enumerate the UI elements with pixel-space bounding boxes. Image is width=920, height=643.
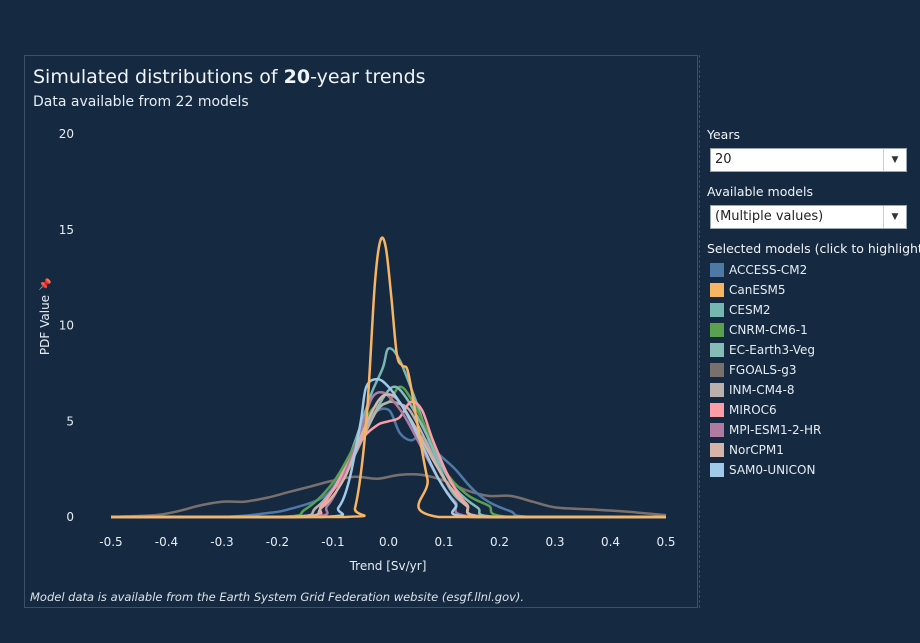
- panel-divider: [699, 55, 700, 608]
- years-label: Years: [707, 127, 740, 142]
- legend-item-ec-earth3-veg[interactable]: EC-Earth3-Veg: [710, 340, 821, 360]
- series-line-fgoals-g3[interactable]: [110, 473, 667, 519]
- legend-label: CNRM-CM6-1: [729, 323, 808, 337]
- y-tick-labels: 0 5 10 15 20: [59, 127, 74, 524]
- legend-swatch: [710, 303, 724, 317]
- legend-item-miroc6[interactable]: MIROC6: [710, 400, 821, 420]
- x-tick-label: -0.4: [155, 535, 178, 549]
- legend-swatch: [710, 423, 724, 437]
- chart-subtitle: Data available from 22 models: [33, 94, 249, 110]
- chart-title: Simulated distributions of 20-year trend…: [33, 66, 426, 88]
- series-line-canesm5[interactable]: [111, 236, 666, 519]
- y-tick-label: 10: [59, 319, 74, 333]
- x-tick-label: 0.2: [490, 535, 509, 549]
- legend-item-cnrm-cm6-1[interactable]: CNRM-CM6-1: [710, 320, 821, 340]
- legend-label: ACCESS-CM2: [729, 263, 808, 277]
- legend-item-fgoals-g3[interactable]: FGOALS-g3: [710, 360, 821, 380]
- x-axis-label: Trend [Sv/yr]: [349, 559, 427, 573]
- selected-models-label: Selected models (click to highlight): [707, 241, 920, 256]
- series-line-cnrm-cm6-1[interactable]: [111, 385, 666, 519]
- legend-swatch: [710, 463, 724, 477]
- legend-label: EC-Earth3-Veg: [729, 343, 816, 357]
- models-dropdown-value: (Multiple values): [715, 209, 824, 224]
- legend-swatch: [710, 403, 724, 417]
- legend-item-access-cm2[interactable]: ACCESS-CM2: [710, 260, 821, 280]
- legend-swatch: [710, 263, 724, 277]
- legend-swatch: [710, 363, 724, 377]
- y-tick-label: 5: [66, 414, 74, 428]
- legend-label: CanESM5: [729, 283, 786, 297]
- pin-icon[interactable]: 📌: [38, 278, 52, 291]
- legend-swatch: [710, 343, 724, 357]
- chevron-down-icon[interactable]: ▼: [883, 206, 906, 228]
- x-tick-label: -0.5: [99, 535, 122, 549]
- title-prefix: Simulated distributions of: [33, 66, 284, 88]
- series-line-norcpm1[interactable]: [111, 393, 666, 519]
- title-years: 20: [283, 66, 311, 88]
- series-lines[interactable]: [110, 236, 667, 519]
- x-tick-label: 0.5: [656, 535, 675, 549]
- x-tick-label: 0.3: [545, 535, 564, 549]
- models-dropdown[interactable]: (Multiple values) ▼: [710, 205, 907, 229]
- y-tick-label: 0: [66, 510, 74, 524]
- legend-label: INM-CM4-8: [729, 383, 795, 397]
- legend-item-inm-cm4-8[interactable]: INM-CM4-8: [710, 380, 821, 400]
- x-tick-label: 0.4: [601, 535, 620, 549]
- series-line-access-cm2[interactable]: [111, 407, 666, 519]
- legend-label: MIROC6: [729, 403, 777, 417]
- x-tick-label: -0.1: [321, 535, 344, 549]
- series-line-ec-earth3-veg[interactable]: [111, 385, 666, 519]
- years-dropdown[interactable]: 20 ▼: [710, 148, 907, 172]
- years-dropdown-value: 20: [715, 152, 732, 167]
- x-tick-label: 0.0: [379, 535, 398, 549]
- legend-item-cesm2[interactable]: CESM2: [710, 300, 821, 320]
- x-tick-label: 0.1: [434, 535, 453, 549]
- legend-label: MPI-ESM1-2-HR: [729, 423, 822, 437]
- chart-panel: [24, 55, 698, 608]
- x-tick-label: -0.3: [210, 535, 233, 549]
- models-label: Available models: [707, 184, 813, 199]
- series-line-cesm2[interactable]: [111, 347, 666, 519]
- model-legend[interactable]: ACCESS-CM2 CanESM5 CESM2 CNRM-CM6-1 EC-Earth…: [710, 260, 821, 480]
- legend-swatch: [710, 443, 724, 457]
- y-axis-label: PDF Value: [38, 295, 52, 355]
- series-line-inm-cm4-8[interactable]: [111, 400, 666, 519]
- y-tick-label: 15: [59, 223, 74, 237]
- series-line-miroc6[interactable]: [111, 400, 666, 519]
- y-tick-label: 20: [59, 127, 74, 141]
- legend-swatch: [710, 383, 724, 397]
- title-suffix: -year trends: [310, 66, 426, 88]
- legend-label: NorCPM1: [729, 443, 784, 457]
- series-line-sam0-unicon[interactable]: [111, 377, 666, 519]
- legend-label: CESM2: [729, 303, 771, 317]
- legend-item-canesm5[interactable]: CanESM5: [710, 280, 821, 300]
- legend-item-norcpm1[interactable]: NorCPM1: [710, 440, 821, 460]
- pdf-chart[interactable]: 0 5 10 15 20 -0.5 -0.4 -0.3 -0.2 -0.1 0.0 0.1 0.2 0.…: [0, 0, 700, 610]
- legend-swatch: [710, 283, 724, 297]
- legend-label: SAM0-UNICON: [729, 463, 816, 477]
- legend-label: FGOALS-g3: [729, 363, 797, 377]
- legend-item-mpi-esm1-2-hr[interactable]: MPI-ESM1-2-HR: [710, 420, 821, 440]
- x-tick-label: -0.2: [266, 535, 289, 549]
- legend-item-sam0-unicon[interactable]: SAM0-UNICON: [710, 460, 821, 480]
- x-tick-labels: -0.5 -0.4 -0.3 -0.2 -0.1 0.0 0.1 0.2 0.3 0.4 0.5: [99, 535, 675, 549]
- source-note: Model data is available from the Earth S…: [30, 590, 525, 604]
- chevron-down-icon[interactable]: ▼: [883, 149, 906, 171]
- legend-swatch: [710, 323, 724, 337]
